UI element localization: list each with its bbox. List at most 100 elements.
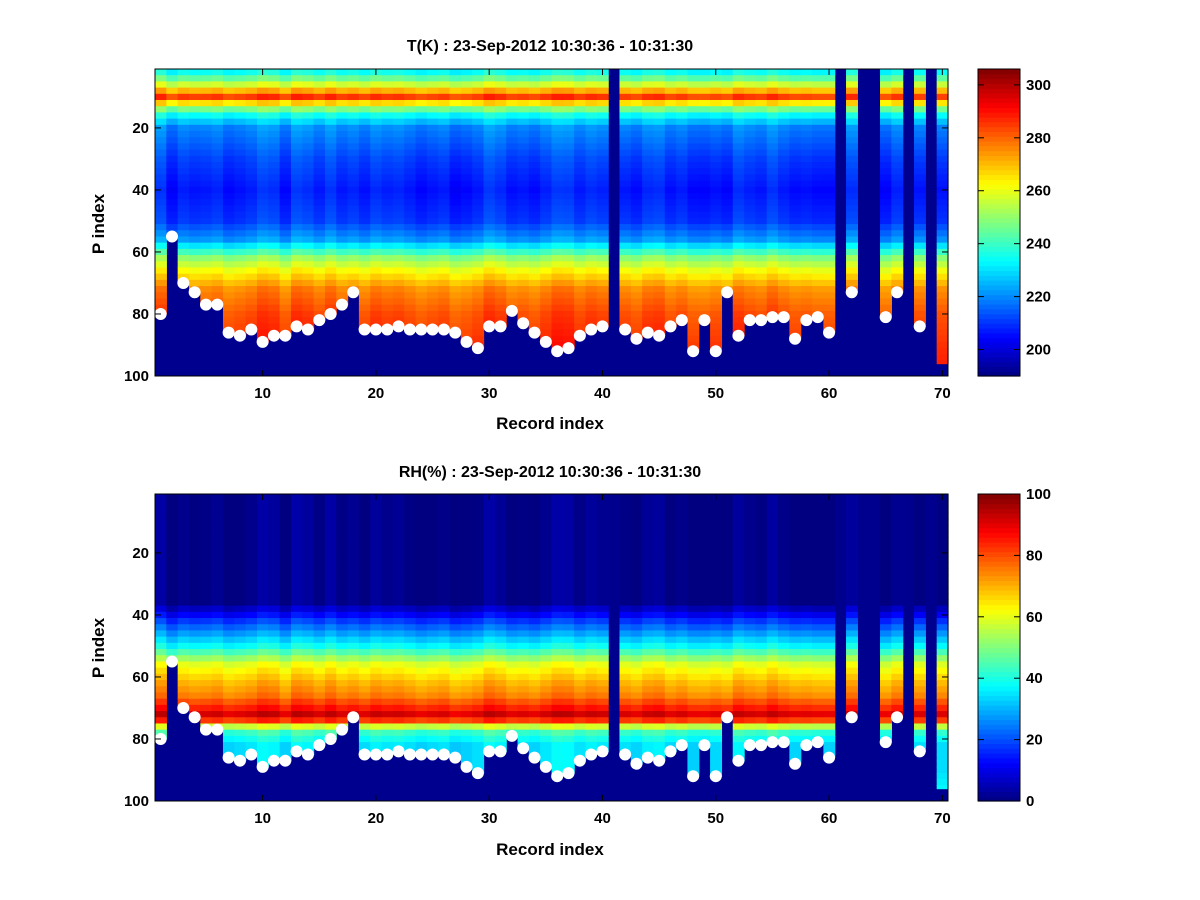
heatmap-cell xyxy=(415,704,428,712)
heatmap-cell xyxy=(256,174,269,182)
heatmap-cell xyxy=(426,649,439,656)
heatmap-cell xyxy=(234,680,247,687)
heatmap-cell xyxy=(268,599,281,607)
heatmap-cell xyxy=(517,605,530,613)
heatmap-cell xyxy=(517,692,530,700)
heatmap-cell xyxy=(358,93,371,101)
colorbar-swatch xyxy=(978,203,1020,209)
heatmap-cell xyxy=(268,525,281,532)
heatmap-cell xyxy=(710,742,723,749)
heatmap-cell xyxy=(585,230,598,238)
heatmap-cell xyxy=(234,574,247,582)
heatmap-cell xyxy=(800,211,813,219)
heatmap-cell xyxy=(596,162,609,169)
heatmap-cell xyxy=(211,69,224,76)
surface-marker xyxy=(743,314,756,327)
heatmap-cell xyxy=(585,242,598,250)
heatmap-cell xyxy=(415,310,428,318)
heatmap-cell xyxy=(562,686,575,694)
heatmap-cell xyxy=(313,205,326,213)
heatmap-cell xyxy=(381,124,394,132)
heatmap-cell xyxy=(540,286,553,293)
heatmap-cell xyxy=(710,735,723,743)
heatmap-cell xyxy=(256,704,269,712)
heatmap-cell xyxy=(302,723,315,731)
heatmap-cell xyxy=(438,193,451,200)
heatmap-cell xyxy=(392,87,405,95)
heatmap-cell xyxy=(347,100,360,107)
heatmap-cell xyxy=(914,211,926,219)
heatmap-cell xyxy=(222,742,235,749)
heatmap-cell xyxy=(245,587,258,594)
heatmap-cell xyxy=(370,217,383,225)
heatmap-cell xyxy=(483,735,496,743)
heatmap-cell xyxy=(324,261,337,269)
heatmap-cell xyxy=(438,261,451,269)
heatmap-cell xyxy=(551,236,564,244)
heatmap-cell xyxy=(166,162,179,169)
heatmap-cell xyxy=(823,131,836,138)
heatmap-cell xyxy=(177,199,190,207)
heatmap-cell xyxy=(914,131,926,138)
heatmap-cell xyxy=(483,698,496,706)
heatmap-cell xyxy=(687,698,700,706)
heatmap-cell xyxy=(585,69,598,76)
heatmap-cell xyxy=(222,556,235,563)
heatmap-cell xyxy=(245,255,258,262)
heatmap-cell xyxy=(710,224,723,231)
heatmap-cell xyxy=(415,661,428,669)
heatmap-cell xyxy=(517,87,530,95)
heatmap-cell xyxy=(642,525,655,532)
heatmap-cell xyxy=(256,723,269,731)
heatmap-cell xyxy=(483,556,496,563)
heatmap-cell xyxy=(200,217,213,225)
heatmap-cell xyxy=(562,500,575,507)
heatmap-column xyxy=(721,494,734,718)
heatmap-cell xyxy=(823,211,836,219)
heatmap-cell xyxy=(528,667,541,675)
heatmap-cell xyxy=(200,562,213,570)
heatmap-cell xyxy=(155,661,167,669)
heatmap-column xyxy=(540,69,553,343)
heatmap-cell xyxy=(664,556,677,563)
heatmap-cell xyxy=(245,273,258,281)
heatmap-cell xyxy=(358,723,371,731)
heatmap-cell xyxy=(846,87,858,95)
heatmap-cell xyxy=(415,155,428,163)
heatmap-cell xyxy=(619,186,632,194)
heatmap-cell xyxy=(664,199,677,207)
heatmap-cell xyxy=(358,580,371,588)
heatmap-cell xyxy=(415,162,428,169)
heatmap-cell xyxy=(370,556,383,563)
heatmap-column xyxy=(268,494,281,762)
heatmap-cell xyxy=(370,717,383,725)
heatmap-cell xyxy=(687,537,700,545)
heatmap-cell xyxy=(404,580,417,588)
heatmap-cell xyxy=(732,124,745,132)
heatmap-cell xyxy=(528,618,541,625)
heatmap-cell xyxy=(551,593,564,601)
heatmap-cell xyxy=(891,261,904,269)
humidity-title: RH(%) : 23-Sep-2012 10:30:36 - 10:31:30 xyxy=(399,464,701,481)
heatmap-cell xyxy=(664,248,677,256)
heatmap-cell xyxy=(732,162,745,169)
heatmap-cell xyxy=(676,686,689,694)
heatmap-cell xyxy=(676,100,689,107)
heatmap-cell xyxy=(222,686,235,694)
heatmap-cell xyxy=(166,630,179,638)
heatmap-cell xyxy=(880,298,892,306)
heatmap-cell xyxy=(744,199,757,207)
heatmap-cell xyxy=(460,310,473,318)
heatmap-cell xyxy=(653,292,666,300)
heatmap-cell xyxy=(483,193,496,200)
heatmap-cell xyxy=(222,568,235,576)
heatmap-cell xyxy=(188,168,201,176)
heatmap-cell xyxy=(245,531,258,539)
heatmap-cell xyxy=(676,649,689,656)
heatmap-cell xyxy=(460,568,473,576)
heatmap-cell xyxy=(880,248,892,256)
heatmap-cell xyxy=(166,118,179,126)
heatmap-cell xyxy=(653,310,666,318)
heatmap-cell xyxy=(778,273,790,281)
heatmap-cell xyxy=(574,261,587,269)
